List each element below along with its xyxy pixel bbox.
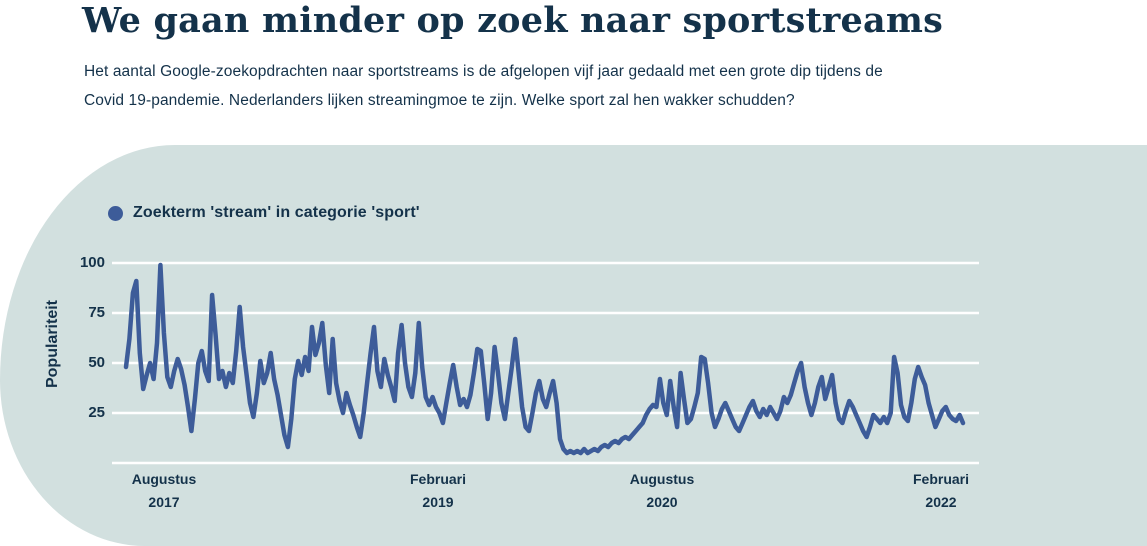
page-subtitle: Het aantal Google-zoekopdrachten naar sp…: [84, 57, 984, 115]
y-tick-100: 100: [79, 254, 105, 271]
x-tick-augustus-2020: Augustus 2020: [630, 468, 695, 514]
subtitle-line-1: Het aantal Google-zoekopdrachten naar sp…: [84, 63, 883, 80]
x-tick-augustus-2017: Augustus 2017: [132, 468, 197, 514]
x-tick-year: 2020: [646, 494, 678, 510]
x-tick-februari-2022: Februari 2022: [913, 468, 969, 514]
series-line: [123, 262, 966, 456]
x-tick-year: 2022: [925, 494, 957, 510]
subtitle-line-2: Covid 19-pandemie. Nederlanders lijken s…: [84, 92, 795, 109]
x-tick-month: Februari: [409, 471, 467, 487]
chart-legend: Zoekterm 'stream' in categorie 'sport': [108, 204, 420, 222]
x-tick-year: 2017: [148, 494, 180, 510]
legend-label: Zoekterm 'stream' in categorie 'sport': [133, 204, 420, 221]
y-tick-50: 50: [88, 354, 105, 371]
legend-dot-icon: [108, 205, 123, 221]
x-tick-februari-2019: Februari 2019: [410, 468, 466, 514]
y-tick-75: 75: [88, 304, 105, 321]
chart-panel: [0, 145, 1147, 546]
x-tick-month: Augustus: [629, 471, 695, 487]
page-title: We gaan minder op zoek naar sportstreams: [82, 0, 943, 41]
x-tick-month: Augustus: [131, 471, 197, 487]
x-tick-month: Februari: [912, 471, 970, 487]
y-tick-25: 25: [88, 404, 105, 421]
x-tick-year: 2019: [422, 494, 454, 510]
